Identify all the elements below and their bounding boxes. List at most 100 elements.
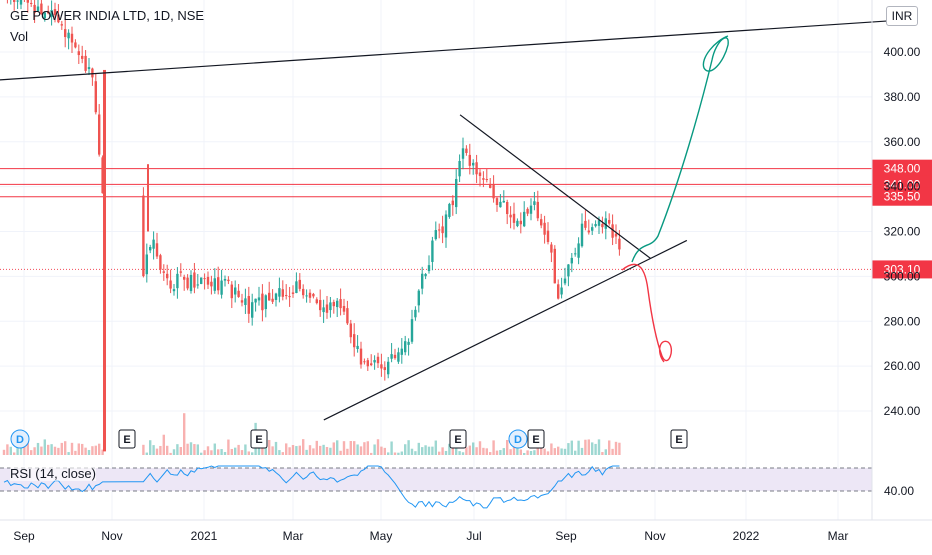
time-tick-label: Mar xyxy=(828,529,849,543)
volume-bar xyxy=(475,447,478,455)
candle-body xyxy=(455,178,458,208)
volume-bar xyxy=(574,450,577,455)
volume-bar xyxy=(478,441,482,455)
volume-bar xyxy=(2,449,6,455)
candle-body xyxy=(533,201,536,205)
earnings-marker[interactable]: E xyxy=(250,429,268,449)
earnings-marker-box xyxy=(527,429,545,449)
volume-bar xyxy=(444,450,448,455)
candle-body xyxy=(16,0,19,2)
volume-bar xyxy=(482,447,485,455)
candle-body xyxy=(91,68,94,78)
candle-body xyxy=(587,230,590,233)
candle-body xyxy=(26,0,29,3)
candle-body xyxy=(291,292,295,294)
candle-body xyxy=(478,172,482,176)
candle-body xyxy=(407,341,410,345)
candle-body xyxy=(431,240,434,262)
candle-body xyxy=(380,364,383,369)
volume-bar xyxy=(60,442,63,455)
candle-body xyxy=(400,348,403,355)
volume-bar xyxy=(13,452,16,455)
time-tick-label: Nov xyxy=(644,529,665,543)
volume-bar xyxy=(47,444,50,455)
time-tick-label: 2021 xyxy=(191,529,218,543)
volume-bar xyxy=(353,441,356,455)
volume-bar xyxy=(591,442,594,455)
volume-bar xyxy=(472,442,475,455)
candle-body xyxy=(169,280,172,289)
price-tick-label: 240.00 xyxy=(884,404,921,418)
volume-bar xyxy=(152,445,155,455)
volume-bar xyxy=(291,445,295,455)
volume-bar xyxy=(101,449,104,455)
candle-body xyxy=(302,288,305,296)
candle-body xyxy=(519,220,522,225)
volume-bar xyxy=(438,451,441,455)
volume-bar xyxy=(43,439,46,455)
candle-body xyxy=(264,295,267,310)
candle-body xyxy=(397,352,400,362)
earnings-marker[interactable]: E xyxy=(118,429,136,449)
volume-bar xyxy=(189,442,193,455)
volume-bar xyxy=(560,448,563,455)
earnings-marker[interactable]: E xyxy=(527,429,545,449)
price-label-text: 335.50 xyxy=(884,190,921,204)
candle-body xyxy=(145,254,148,275)
candle-body xyxy=(193,272,196,288)
candle-body xyxy=(77,51,80,56)
volume-bar xyxy=(349,440,352,455)
dividend-marker-letter: D xyxy=(16,434,24,446)
volume-bar xyxy=(298,445,301,455)
volume-bar xyxy=(427,446,431,455)
dividend-marker[interactable]: D xyxy=(10,429,30,449)
volume-bar xyxy=(393,452,397,455)
currency-badge[interactable]: INR xyxy=(886,6,918,26)
volume-bar xyxy=(465,447,468,455)
volume-bar xyxy=(529,450,533,455)
earnings-marker-box xyxy=(250,429,268,449)
candle-body xyxy=(499,201,502,208)
candle-body xyxy=(142,195,145,277)
volume-bar xyxy=(94,445,97,455)
candle-body xyxy=(162,271,165,273)
candle-body xyxy=(482,178,485,180)
volume-bar xyxy=(489,452,492,455)
candle-body xyxy=(353,334,356,348)
volume-bar xyxy=(553,448,556,455)
candle-body xyxy=(33,4,36,14)
volume-bar xyxy=(271,446,274,455)
volume-bar xyxy=(492,440,495,455)
candle-body xyxy=(159,255,162,270)
price-axis[interactable]: 400.00 380.00 360.00 340.00 320.00 300.00 280.… xyxy=(871,0,921,520)
candle-body xyxy=(594,224,597,227)
volume-bar xyxy=(6,444,9,455)
candle-body xyxy=(60,24,63,26)
volume-bar xyxy=(40,446,43,455)
chart-title: GE POWER INDIA LTD, 1D, NSE xyxy=(10,8,205,23)
earnings-marker[interactable]: E xyxy=(670,429,688,449)
candle-body xyxy=(601,223,604,228)
earnings-marker-letter: E xyxy=(255,434,262,446)
price-label-tag xyxy=(872,187,932,206)
trendline-triangle-lower xyxy=(323,239,688,421)
volume-bar xyxy=(230,448,233,455)
dividend-marker[interactable]: D xyxy=(508,429,528,449)
volume-bar xyxy=(244,444,247,455)
time-axis[interactable]: Sep Nov 2021 Mar May Jul Sep Nov 2022 Mar xyxy=(0,519,932,543)
candle-body xyxy=(64,29,67,38)
volume-bar xyxy=(26,442,29,455)
candle-body xyxy=(387,361,390,375)
candle-body xyxy=(465,148,468,154)
earnings-marker[interactable]: E xyxy=(449,429,467,449)
volume-bar xyxy=(159,445,162,455)
candle-body xyxy=(13,0,16,3)
volume-bar xyxy=(424,445,427,455)
candle-body xyxy=(315,299,318,304)
earnings-marker-box xyxy=(118,429,136,449)
rsi-label: RSI (14, close) xyxy=(10,466,96,481)
volume-bar xyxy=(312,448,315,455)
